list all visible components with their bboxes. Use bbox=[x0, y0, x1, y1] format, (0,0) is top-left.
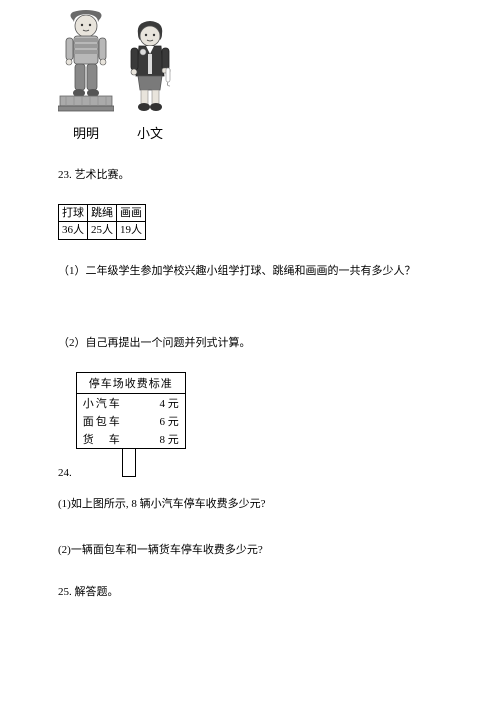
q24-sub2: (2)一辆面包车和一辆货车停车收费多少元? bbox=[58, 541, 442, 557]
table-value-cell: 25人 bbox=[88, 222, 117, 239]
table-row: 36人 25人 19人 bbox=[59, 222, 146, 239]
q25-title: 25. 解答题。 bbox=[58, 583, 442, 599]
parking-row: 面包车 6 元 bbox=[77, 412, 185, 430]
table-header-cell: 打球 bbox=[59, 205, 88, 222]
spacer bbox=[58, 481, 442, 495]
sign-post bbox=[122, 449, 136, 477]
q23-sub1: （1）二年级学生参加学校兴趣小组学打球、跳绳和画画的一共有多少人？ bbox=[58, 262, 442, 278]
parking-table: 停车场收费标准 小汽车 4 元 面包车 6 元 货 车 8 元 bbox=[76, 372, 186, 449]
parking-price: 8 元 bbox=[160, 431, 179, 447]
question-23: 23. 艺术比赛。 打球 跳绳 画画 36人 25人 19人 （1）二年级学生参… bbox=[58, 166, 442, 350]
boy-icon bbox=[58, 10, 114, 120]
parking-price: 4 元 bbox=[160, 395, 179, 411]
parking-price: 6 元 bbox=[160, 413, 179, 429]
child1-label: 明明 bbox=[73, 123, 99, 142]
parking-type: 小汽车 bbox=[83, 395, 122, 411]
table-header-cell: 画画 bbox=[117, 205, 146, 222]
child2-label: 小文 bbox=[137, 123, 163, 142]
table-header-cell: 跳绳 bbox=[88, 205, 117, 222]
question-25: 25. 解答题。 bbox=[58, 583, 442, 599]
question-24: 24. 停车场收费标准 小汽车 4 元 面包车 6 元 货 车 8 元 bbox=[58, 368, 442, 481]
q23-title: 23. 艺术比赛。 bbox=[58, 166, 442, 182]
parking-type: 面包车 bbox=[83, 413, 122, 429]
table-row: 打球 跳绳 画画 bbox=[59, 205, 146, 222]
child-mingming: 明明 bbox=[58, 10, 114, 142]
q23-sub2: （2）自己再提出一个问题并列式计算。 bbox=[58, 334, 442, 350]
q24-sub1: (1)如上图所示, 8 辆小汽车停车收费多少元? bbox=[58, 495, 442, 511]
child-xiaowen: 小文 bbox=[124, 18, 176, 142]
children-illustration: 明明 小文 bbox=[58, 10, 442, 142]
table-value-cell: 36人 bbox=[59, 222, 88, 239]
q23-table: 打球 跳绳 画画 36人 25人 19人 bbox=[58, 204, 146, 240]
table-value-cell: 19人 bbox=[117, 222, 146, 239]
q24-label: 24. bbox=[58, 467, 72, 481]
parking-sign: 停车场收费标准 小汽车 4 元 面包车 6 元 货 车 8 元 bbox=[76, 372, 186, 477]
parking-header: 停车场收费标准 bbox=[77, 373, 185, 394]
parking-row: 货 车 8 元 bbox=[77, 430, 185, 448]
parking-type: 货 车 bbox=[83, 431, 122, 447]
parking-row: 小汽车 4 元 bbox=[77, 394, 185, 412]
girl-icon bbox=[124, 18, 176, 120]
